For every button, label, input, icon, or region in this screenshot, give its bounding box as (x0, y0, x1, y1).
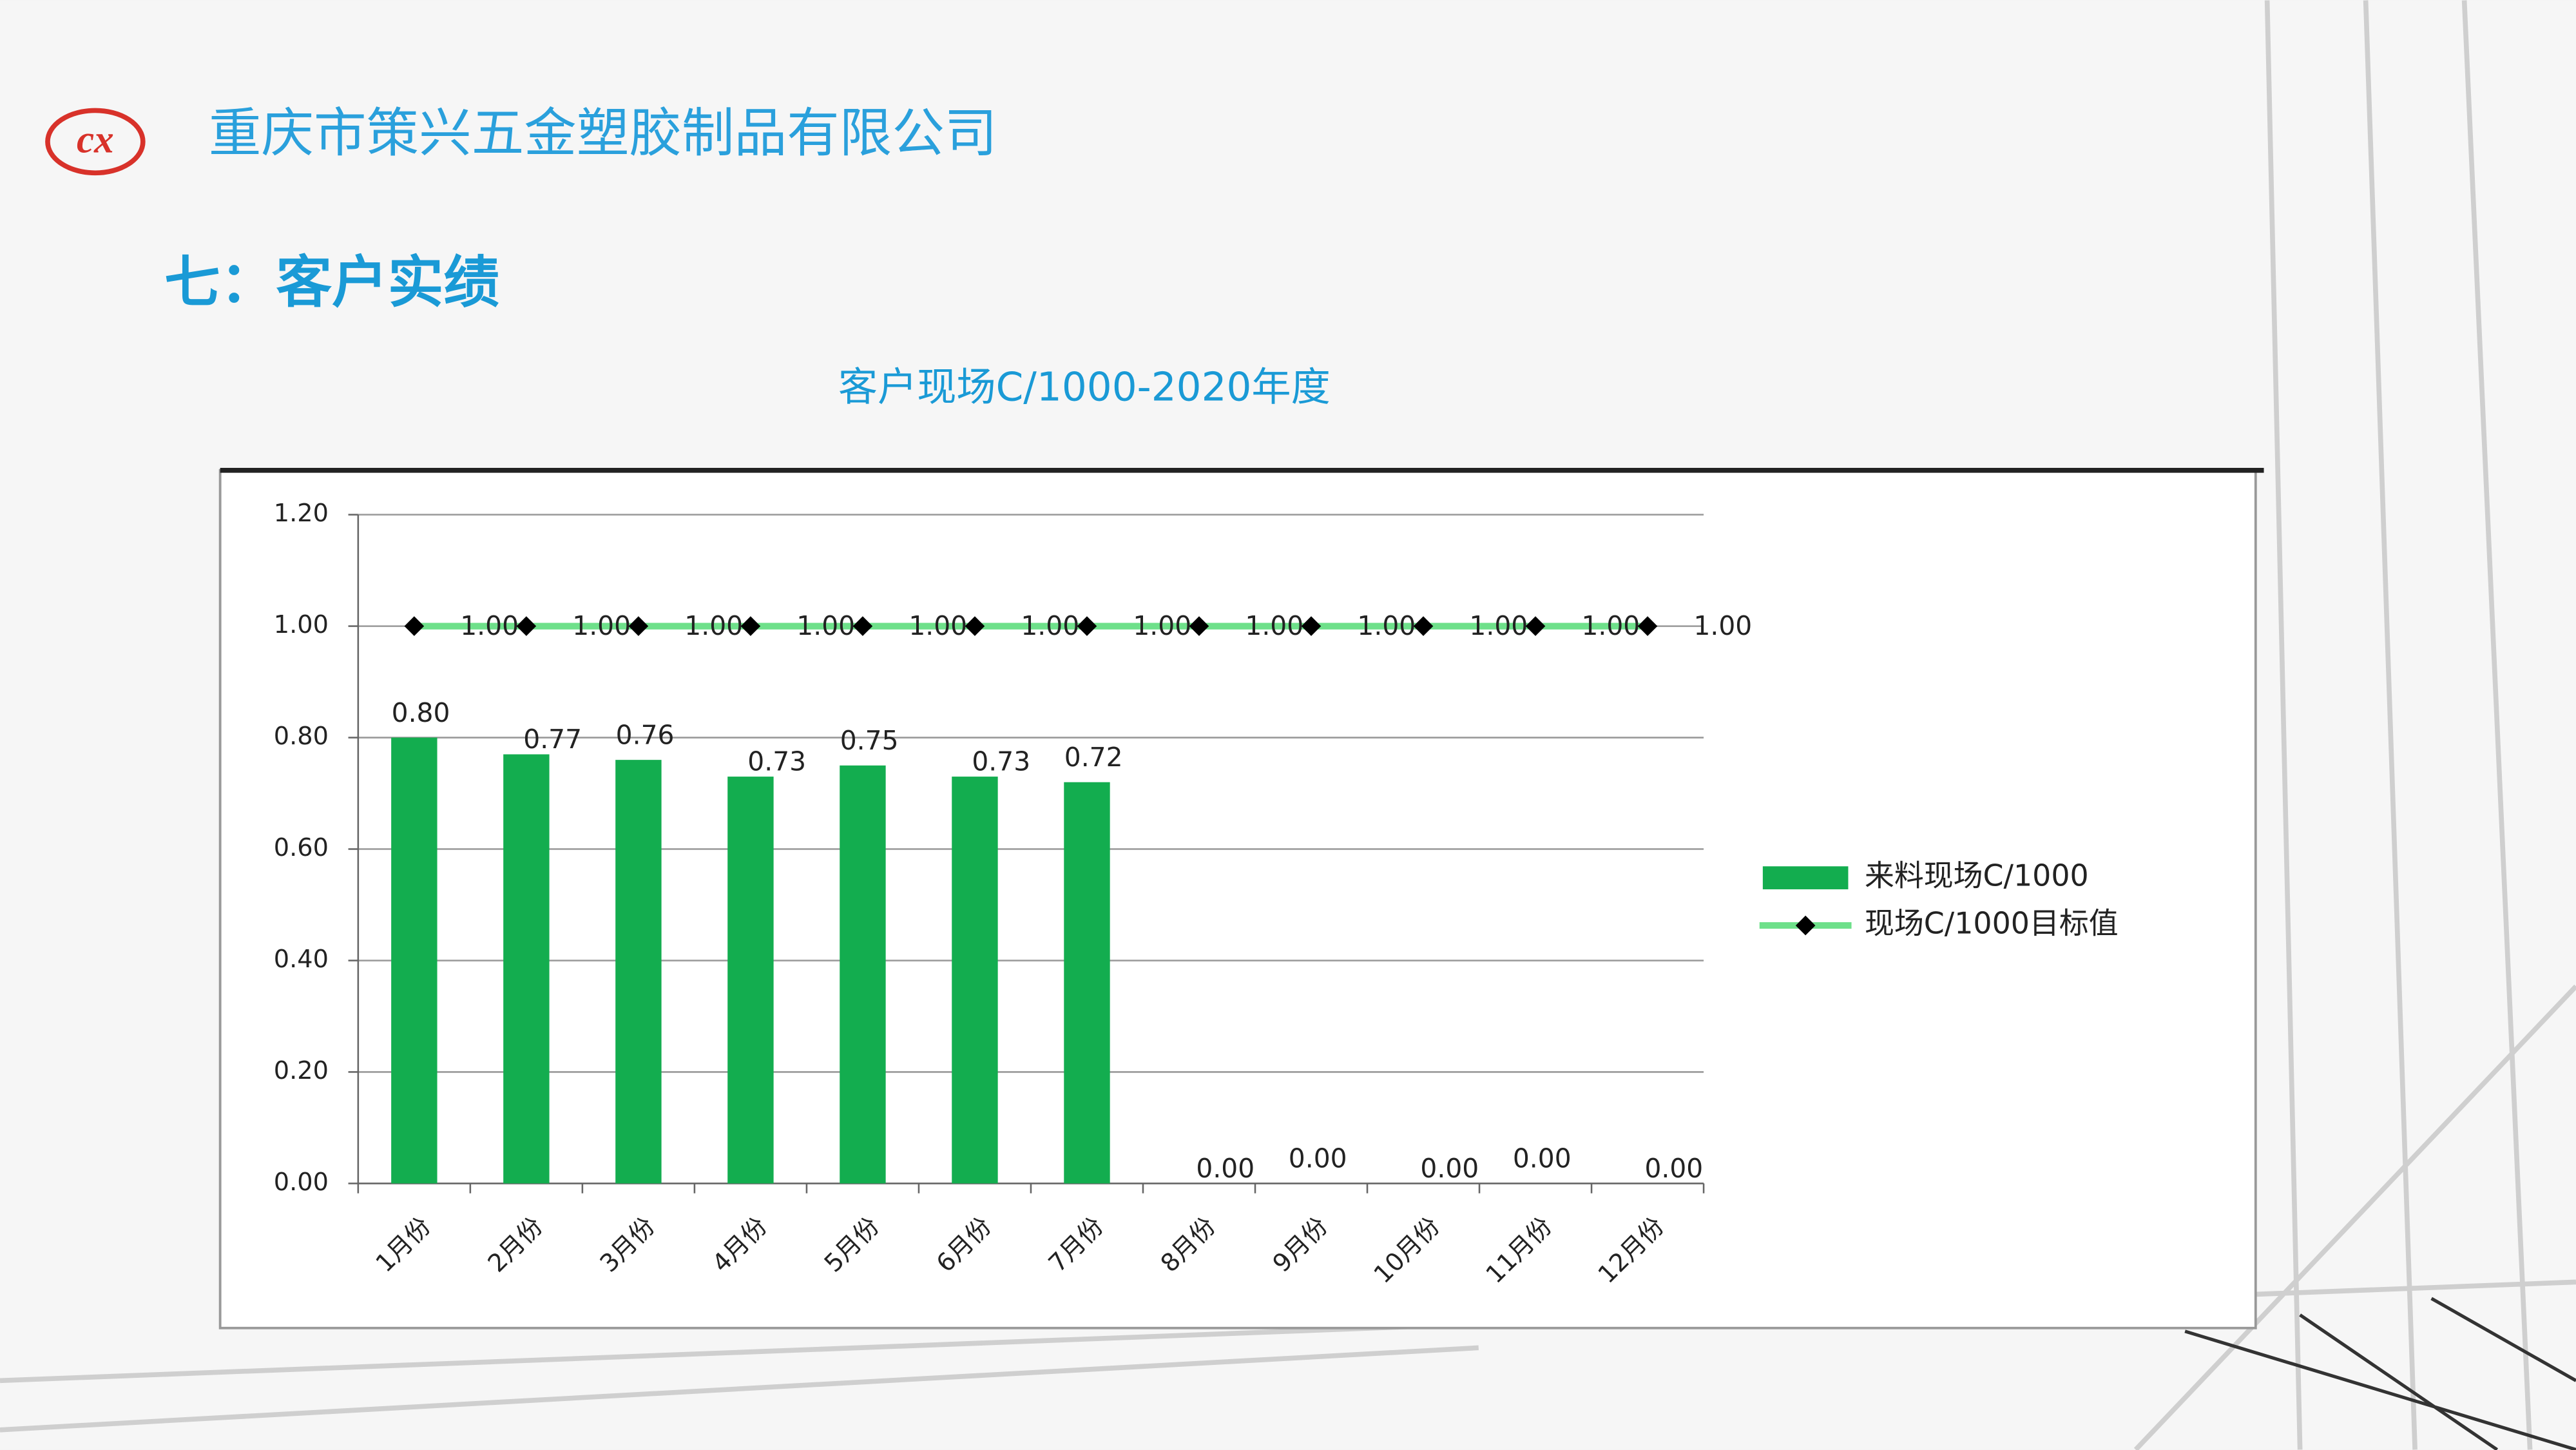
data-label: 0.77 (523, 724, 582, 755)
data-label: 1.00 (1357, 610, 1416, 641)
data-label: 1.00 (460, 610, 519, 641)
data-label: 0.76 (616, 719, 675, 750)
marker (1301, 616, 1322, 636)
bar (391, 737, 437, 1184)
company-name: 重庆市策兴五金塑胶制品有限公司 (209, 103, 997, 164)
y-tick-label: 1.00 (274, 611, 329, 639)
data-label: 1.00 (1693, 610, 1752, 641)
y-tick-label: 0.80 (274, 722, 329, 751)
marker (852, 616, 873, 636)
chart-title: 客户现场C/1000-2020年度 (838, 364, 1331, 410)
data-label: 1.00 (1581, 610, 1640, 641)
data-label: 1.00 (572, 610, 631, 641)
y-tick-label: 0.20 (274, 1057, 329, 1085)
data-label: 1.00 (684, 610, 743, 641)
data-label: 0.73 (747, 746, 806, 777)
logo-text: cx (77, 117, 114, 161)
marker (1189, 616, 1209, 636)
legend-swatch (1762, 866, 1849, 889)
y-tick-label: 1.20 (274, 499, 329, 528)
data-label: 0.00 (1289, 1143, 1347, 1174)
data-label: 1.00 (908, 610, 967, 641)
y-tick-label: 0.00 (274, 1168, 329, 1197)
y-tick-label: 0.40 (274, 945, 329, 974)
marker (1637, 616, 1658, 636)
marker (1077, 616, 1097, 636)
bar (952, 777, 998, 1184)
bar (840, 765, 886, 1184)
legend-label: 来料现场C/1000 (1865, 858, 2089, 893)
data-label: 0.73 (972, 746, 1030, 777)
data-label: 1.00 (1133, 610, 1191, 641)
data-label: 1.00 (796, 610, 855, 641)
logo (45, 108, 146, 176)
data-label: 0.00 (1420, 1153, 1479, 1184)
data-label: 1.00 (1469, 610, 1528, 641)
bar (727, 777, 774, 1184)
bar (1064, 782, 1110, 1184)
marker (628, 616, 649, 636)
background-decor (2184, 1297, 2576, 1450)
legend-marker (1795, 915, 1816, 936)
section-title: 七：客户实绩 (164, 251, 499, 315)
data-label: 0.75 (840, 725, 899, 756)
bar (503, 754, 550, 1184)
data-label: 0.80 (392, 697, 450, 728)
bar (615, 760, 662, 1184)
chart-frame (218, 469, 2257, 1329)
marker (516, 616, 537, 636)
legend-label: 现场C/1000目标值 (1865, 906, 2119, 941)
data-label: 0.00 (1644, 1153, 1703, 1184)
marker (404, 616, 425, 636)
marker (965, 616, 985, 636)
data-label: 0.00 (1513, 1143, 1572, 1174)
data-label: 0.00 (1196, 1153, 1254, 1184)
data-label: 0.72 (1064, 742, 1123, 773)
data-label: 1.00 (1021, 610, 1079, 641)
y-tick-label: 0.60 (274, 834, 329, 862)
data-label: 1.00 (1245, 610, 1303, 641)
